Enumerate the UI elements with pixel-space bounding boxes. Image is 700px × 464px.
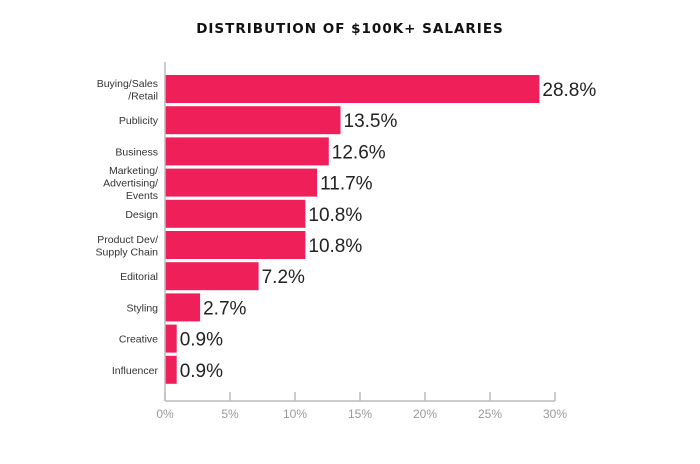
category-label: /Retail [128, 90, 158, 102]
bar [165, 137, 329, 166]
x-tick-label: 25% [478, 407, 502, 421]
category-label: Design [125, 209, 158, 221]
category-label: Events [126, 190, 158, 202]
category-label: Supply Chain [96, 246, 159, 258]
value-label: 2.7% [203, 298, 246, 319]
value-label: 10.8% [308, 236, 362, 257]
category-label: Influencer [112, 365, 159, 377]
bar [165, 293, 201, 322]
value-label: 11.7% [320, 174, 373, 195]
bar [165, 262, 259, 291]
bar [165, 168, 318, 197]
value-label: 28.8% [542, 80, 596, 101]
bar [165, 199, 306, 228]
value-label: 0.9% [180, 330, 223, 351]
value-label: 13.5% [344, 111, 398, 132]
x-tick-label: 30% [543, 407, 567, 421]
value-label: 0.9% [180, 361, 223, 382]
category-label: Marketing/ [109, 165, 158, 177]
x-tick-label: 0% [156, 407, 174, 421]
bar [165, 231, 306, 259]
chart-title: DISTRIBUTION OF $100K+ SALARIES [196, 21, 504, 37]
x-tick-label: 10% [283, 407, 307, 421]
category-label: Business [115, 146, 158, 158]
category-label: Creative [119, 334, 158, 346]
x-tick-label: 20% [413, 407, 437, 421]
category-label: Advertising/ [103, 178, 158, 190]
category-label: Styling [126, 302, 158, 314]
bar [165, 355, 177, 384]
x-tick-label: 15% [348, 407, 372, 421]
bar [165, 106, 341, 135]
bar [165, 75, 540, 103]
category-label: Publicity [119, 115, 159, 127]
value-label: 12.6% [332, 142, 386, 163]
category-label: Buying/Sales [97, 78, 158, 90]
value-label: 10.8% [308, 205, 362, 226]
bar [165, 324, 177, 353]
x-tick-label: 5% [221, 407, 239, 421]
category-label: Product Dev/ [97, 234, 158, 246]
category-label: Editorial [120, 271, 158, 283]
value-label: 7.2% [262, 267, 305, 288]
